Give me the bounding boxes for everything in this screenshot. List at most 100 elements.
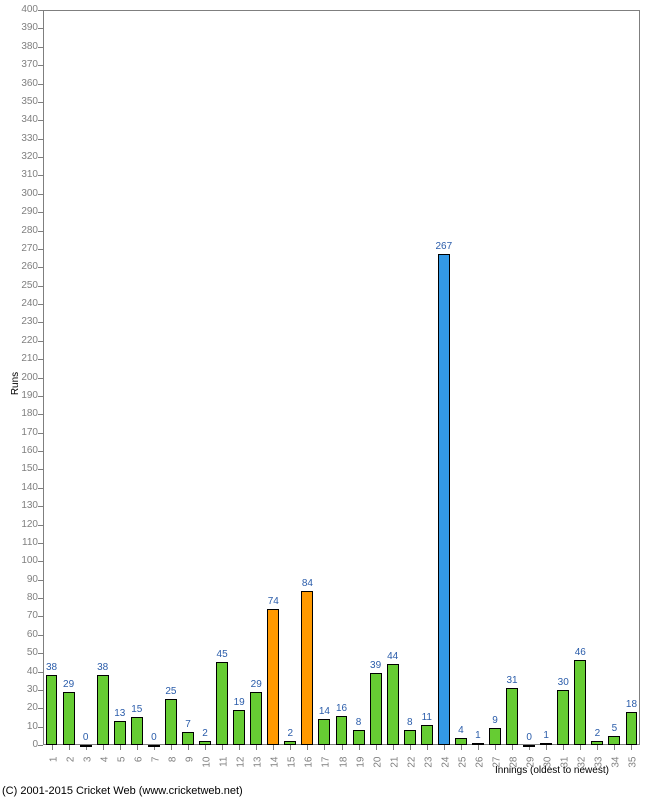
x-tick-label: 3 bbox=[82, 757, 93, 777]
y-tick-label: 40 bbox=[13, 666, 38, 677]
y-tick-label: 340 bbox=[13, 114, 38, 125]
x-tick-mark bbox=[273, 745, 274, 750]
y-tick-mark bbox=[38, 84, 43, 85]
x-tick-mark bbox=[120, 745, 121, 750]
bar bbox=[318, 719, 330, 745]
y-tick-mark bbox=[38, 120, 43, 121]
bar bbox=[591, 741, 603, 745]
x-tick-mark bbox=[188, 745, 189, 750]
x-tick-label: 15 bbox=[287, 757, 298, 777]
x-tick-label: 2 bbox=[65, 757, 76, 777]
x-tick-mark bbox=[239, 745, 240, 750]
x-tick-mark bbox=[563, 745, 564, 750]
x-tick-mark bbox=[290, 745, 291, 750]
x-tick-label: 28 bbox=[509, 757, 520, 777]
bar bbox=[80, 745, 92, 747]
y-tick-mark bbox=[38, 28, 43, 29]
x-tick-mark bbox=[410, 745, 411, 750]
y-tick-label: 60 bbox=[13, 629, 38, 640]
x-tick-label: 25 bbox=[457, 757, 468, 777]
y-tick-label: 20 bbox=[13, 702, 38, 713]
bar bbox=[233, 710, 245, 745]
x-tick-label: 35 bbox=[628, 757, 639, 777]
bar-value-label: 5 bbox=[602, 723, 626, 734]
bar bbox=[199, 741, 211, 745]
y-tick-mark bbox=[38, 267, 43, 268]
y-tick-label: 230 bbox=[13, 316, 38, 327]
bar bbox=[438, 254, 450, 745]
bar-value-label: 44 bbox=[381, 651, 405, 662]
x-tick-label: 30 bbox=[543, 757, 554, 777]
bar-value-label: 30 bbox=[551, 677, 575, 688]
bar-value-label: 29 bbox=[57, 679, 81, 690]
y-tick-label: 280 bbox=[13, 225, 38, 236]
bar bbox=[540, 743, 552, 745]
y-tick-mark bbox=[38, 653, 43, 654]
bar-value-label: 74 bbox=[261, 596, 285, 607]
x-tick-mark bbox=[205, 745, 206, 750]
x-tick-label: 26 bbox=[474, 757, 485, 777]
bar-value-label: 15 bbox=[125, 704, 149, 715]
x-tick-mark bbox=[393, 745, 394, 750]
y-tick-label: 150 bbox=[13, 463, 38, 474]
x-tick-mark bbox=[546, 745, 547, 750]
x-tick-label: 21 bbox=[389, 757, 400, 777]
y-tick-mark bbox=[38, 469, 43, 470]
y-tick-label: 270 bbox=[13, 243, 38, 254]
y-tick-mark bbox=[38, 378, 43, 379]
y-tick-mark bbox=[38, 194, 43, 195]
bar-value-label: 38 bbox=[91, 662, 115, 673]
y-tick-label: 400 bbox=[13, 4, 38, 15]
x-tick-label: 13 bbox=[253, 757, 264, 777]
bar bbox=[301, 591, 313, 745]
x-tick-mark bbox=[307, 745, 308, 750]
y-tick-label: 330 bbox=[13, 133, 38, 144]
y-tick-mark bbox=[38, 433, 43, 434]
y-tick-label: 300 bbox=[13, 188, 38, 199]
x-tick-label: 32 bbox=[577, 757, 588, 777]
bar-value-label: 0 bbox=[142, 732, 166, 743]
x-tick-label: 4 bbox=[99, 757, 110, 777]
bar-value-label: 46 bbox=[568, 647, 592, 658]
y-tick-label: 120 bbox=[13, 519, 38, 530]
x-tick-mark bbox=[478, 745, 479, 750]
bar bbox=[370, 673, 382, 745]
bar bbox=[114, 721, 126, 745]
y-tick-mark bbox=[38, 561, 43, 562]
x-tick-label: 12 bbox=[236, 757, 247, 777]
x-tick-label: 27 bbox=[492, 757, 503, 777]
y-tick-mark bbox=[38, 690, 43, 691]
y-tick-label: 200 bbox=[13, 372, 38, 383]
x-tick-label: 22 bbox=[406, 757, 417, 777]
y-tick-mark bbox=[38, 322, 43, 323]
y-tick-mark bbox=[38, 580, 43, 581]
y-tick-label: 310 bbox=[13, 169, 38, 180]
bar-value-label: 2 bbox=[278, 728, 302, 739]
y-tick-label: 170 bbox=[13, 427, 38, 438]
y-tick-mark bbox=[38, 451, 43, 452]
y-tick-mark bbox=[38, 359, 43, 360]
x-tick-mark bbox=[614, 745, 615, 750]
bar-value-label: 29 bbox=[244, 679, 268, 690]
bar-value-label: 8 bbox=[347, 717, 371, 728]
y-tick-mark bbox=[38, 175, 43, 176]
y-tick-mark bbox=[38, 396, 43, 397]
y-tick-mark bbox=[38, 47, 43, 48]
bar-value-label: 16 bbox=[330, 703, 354, 714]
y-tick-label: 210 bbox=[13, 353, 38, 364]
x-tick-label: 20 bbox=[372, 757, 383, 777]
y-tick-label: 0 bbox=[13, 739, 38, 750]
x-tick-mark bbox=[137, 745, 138, 750]
bar-value-label: 45 bbox=[210, 649, 234, 660]
bar-value-label: 2 bbox=[193, 728, 217, 739]
y-tick-mark bbox=[38, 414, 43, 415]
y-tick-mark bbox=[38, 212, 43, 213]
y-tick-label: 130 bbox=[13, 500, 38, 511]
y-tick-mark bbox=[38, 635, 43, 636]
bar bbox=[421, 725, 433, 745]
y-tick-label: 160 bbox=[13, 445, 38, 456]
bar-value-label: 267 bbox=[432, 241, 456, 252]
x-tick-label: 33 bbox=[594, 757, 605, 777]
bar-value-label: 0 bbox=[74, 732, 98, 743]
y-tick-label: 360 bbox=[13, 78, 38, 89]
